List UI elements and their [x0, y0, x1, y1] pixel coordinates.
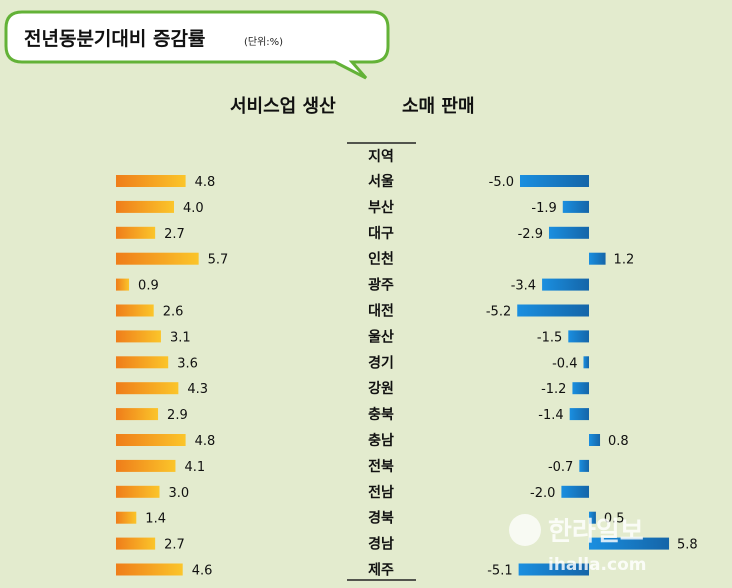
retail-bar — [518, 563, 589, 576]
watermark-url: ihalla.com — [548, 555, 646, 575]
service-value-label: 0.9 — [138, 279, 159, 294]
retail-bar — [589, 252, 606, 265]
retail-value-label: -1.5 — [537, 330, 562, 345]
region-label: 광주 — [368, 277, 394, 294]
service-value-label: 4.0 — [183, 201, 204, 216]
region-label: 전남 — [368, 484, 394, 501]
retail-bar — [517, 304, 589, 317]
retail-value-label: -1.2 — [541, 382, 566, 397]
retail-value-label: -0.4 — [552, 356, 577, 371]
region-label: 제주 — [368, 563, 394, 579]
retail-heading: 소매 판매 — [402, 96, 475, 117]
service-bar — [116, 175, 186, 187]
retail-value-label: -0.7 — [548, 460, 573, 475]
retail-bar — [548, 226, 589, 239]
retail-bar — [589, 537, 670, 550]
service-bar — [116, 537, 156, 550]
service-bar — [116, 485, 160, 498]
retail-bar — [561, 485, 589, 498]
service-bar — [116, 511, 137, 524]
region-label: 서울 — [368, 173, 394, 190]
retail-bar — [589, 511, 596, 524]
service-bar — [116, 200, 174, 213]
retail-value-label: -3.4 — [511, 279, 536, 294]
retail-bar — [520, 175, 589, 187]
retail-value-label: 1.2 — [614, 253, 635, 268]
retail-bar — [572, 382, 589, 395]
retail-bar — [583, 356, 589, 369]
service-value-label: 1.4 — [145, 512, 166, 527]
service-value-label: 3.0 — [169, 486, 190, 501]
title-bubble: 전년동분기대비 증감률 (단위:%) — [4, 10, 390, 80]
region-label: 경북 — [368, 510, 394, 527]
service-value-label: 4.8 — [195, 175, 216, 190]
region-column: 지역 — [347, 142, 416, 581]
service-heading: 서비스업 생산 — [230, 96, 336, 117]
retail-value-label: -1.9 — [531, 201, 556, 216]
region-label: 울산 — [368, 328, 394, 345]
region-label: 충북 — [368, 407, 394, 423]
retail-bar — [579, 459, 589, 472]
service-bar — [116, 226, 156, 239]
region-label: 강원 — [368, 380, 394, 397]
service-value-label: 3.1 — [170, 330, 191, 345]
unit-label: (단위:%) — [244, 35, 283, 48]
service-bar — [116, 356, 169, 369]
region-label: 대구 — [368, 226, 394, 242]
service-value-label: 2.9 — [167, 408, 188, 423]
retail-bar — [542, 278, 589, 291]
region-label: 부산 — [368, 199, 394, 216]
service-bar — [116, 382, 179, 395]
retail-value-label: 0.8 — [608, 434, 629, 449]
service-value-label: 4.1 — [184, 460, 205, 475]
region-label: 인천 — [368, 251, 394, 268]
retail-bar — [589, 434, 601, 446]
region-label: 경기 — [368, 354, 394, 371]
chart-title: 전년동분기대비 증감률 — [24, 28, 205, 50]
retail-value-label: -1.4 — [538, 408, 563, 423]
service-value-label: 2.7 — [164, 538, 185, 553]
retail-value-label: 0.5 — [604, 512, 625, 527]
service-value-label: 4.3 — [187, 382, 208, 397]
service-value-label: 3.6 — [177, 356, 198, 371]
service-value-label: 4.8 — [195, 434, 216, 449]
service-bar — [116, 330, 161, 343]
retail-bar — [562, 200, 589, 213]
service-bar — [116, 434, 186, 446]
service-value-label: 2.6 — [163, 305, 184, 320]
retail-value-label: -5.0 — [489, 175, 514, 190]
region-label: 전북 — [368, 458, 394, 475]
region-header: 지역 — [368, 148, 394, 165]
watermark-logo-icon — [509, 514, 541, 546]
watermark-name: 한라일보 — [548, 517, 644, 547]
service-bar — [116, 563, 183, 576]
region-label: 경남 — [368, 536, 394, 553]
retail-value-label: -5.1 — [487, 564, 512, 579]
retail-value-label: 5.8 — [677, 538, 698, 553]
retail-value-label: -2.9 — [518, 227, 543, 242]
service-value-label: 5.7 — [208, 253, 229, 268]
retail-value-label: -2.0 — [530, 486, 555, 501]
region-label: 대전 — [368, 303, 394, 320]
service-bar — [116, 278, 130, 291]
retail-bar — [568, 330, 589, 343]
chart-rows: 서울 4.8 -5.0 부산 4.0 -1.9 대구 2.7 -2.9 인천 5.7 1.2 광주 0.9… — [116, 173, 698, 579]
service-value-label: 4.6 — [192, 564, 213, 579]
service-value-label: 2.7 — [164, 227, 185, 242]
service-bar — [116, 304, 154, 317]
watermark: 한라일보 ihalla.com — [509, 514, 646, 575]
service-bar — [116, 408, 159, 421]
retail-value-label: -5.2 — [486, 305, 511, 320]
service-bar — [116, 459, 176, 472]
retail-bar — [569, 408, 589, 421]
service-bar — [116, 252, 199, 265]
region-label: 충남 — [368, 432, 394, 449]
